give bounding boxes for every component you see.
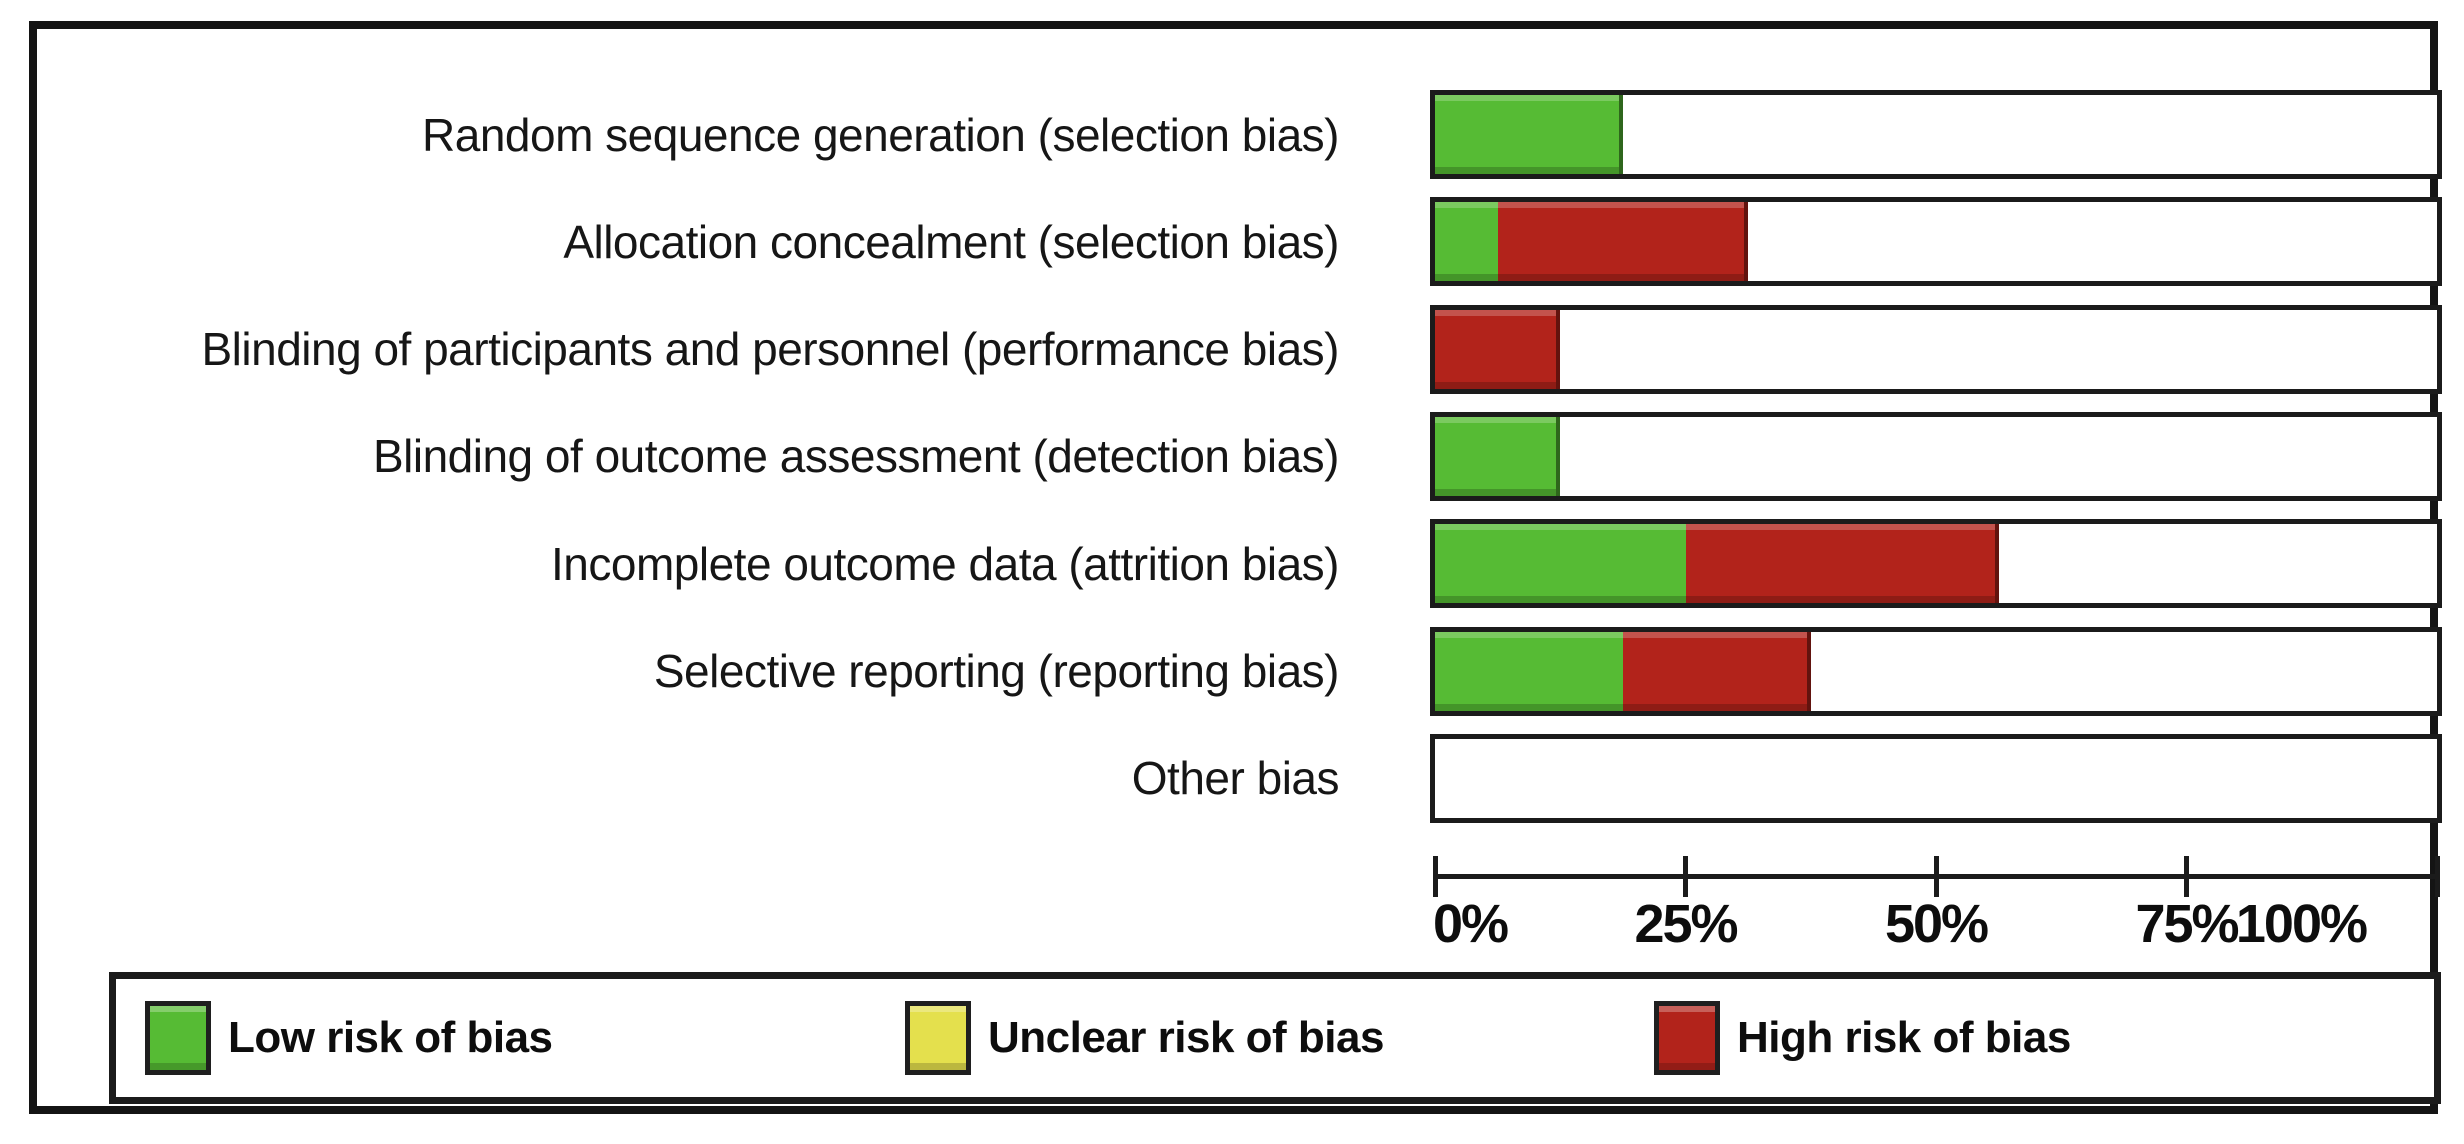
bias-domain-label: Incomplete outcome data (attrition bias) [551,537,1339,590]
x-axis-tick [1432,856,1438,897]
legend-label: Low risk of bias [228,1013,553,1062]
high-risk-segment [1435,309,1561,389]
bias-domain-label: Random sequence generation (selection bi… [422,108,1339,161]
low-risk-segment [1435,202,1498,282]
low-risk-segment [1435,416,1561,496]
bias-bar-track [1430,626,2442,716]
bias-domain-label: Selective reporting (reporting bias) [653,645,1340,697]
x-axis-tick [1933,856,1939,897]
legend-item: Low risk of bias [145,1001,553,1075]
bias-domain-label: Blinding of participants and personnel (… [201,323,1340,376]
high-risk-swatch [1654,1001,1720,1075]
bias-bar-track [1430,733,2442,823]
bias-domain-label: Blinding of outcome assessment (detectio… [372,430,1340,483]
bias-bar-track [1430,304,2442,394]
low-risk-swatch [145,1001,211,1075]
chart-frame: Random sequence generation (selection bi… [29,21,2442,1114]
legend: Low risk of bias Unclear risk of bias High… [109,972,2441,1104]
legend-item: Unclear risk of bias [905,1001,1384,1075]
x-axis-tick-label: 50% [1884,894,1989,954]
x-axis-tick-label: 0% [1433,894,1509,954]
legend-item: High risk of bias [1654,1001,2071,1075]
bias-bar-track [1430,519,2442,609]
low-risk-segment [1435,95,1623,174]
x-axis-tick-label: 100% [2235,894,2368,954]
bias-domain-label: Allocation concealment (selection bias) [563,215,1339,268]
bias-bar-track [1430,197,2442,287]
low-risk-segment [1435,524,1686,604]
high-risk-segment [1685,524,1999,604]
bias-bar-track [1430,411,2442,501]
x-axis-tick [2184,856,2189,897]
high-risk-segment [1497,202,1749,282]
x-axis-tick-label: 75% [2135,894,2239,954]
legend-label: Unclear risk of bias [988,1013,1384,1062]
bias-bar-track [1430,90,2442,179]
high-risk-segment [1622,631,1811,711]
low-risk-segment [1435,631,1623,711]
legend-label: High risk of bias [1737,1013,2071,1062]
x-axis-tick-label: 25% [1634,894,1738,954]
bias-domain-label: Other bias [1131,752,1340,805]
x-axis-tick [1683,856,1688,897]
x-axis-tick [2434,856,2440,897]
unclear-risk-swatch [905,1001,971,1075]
